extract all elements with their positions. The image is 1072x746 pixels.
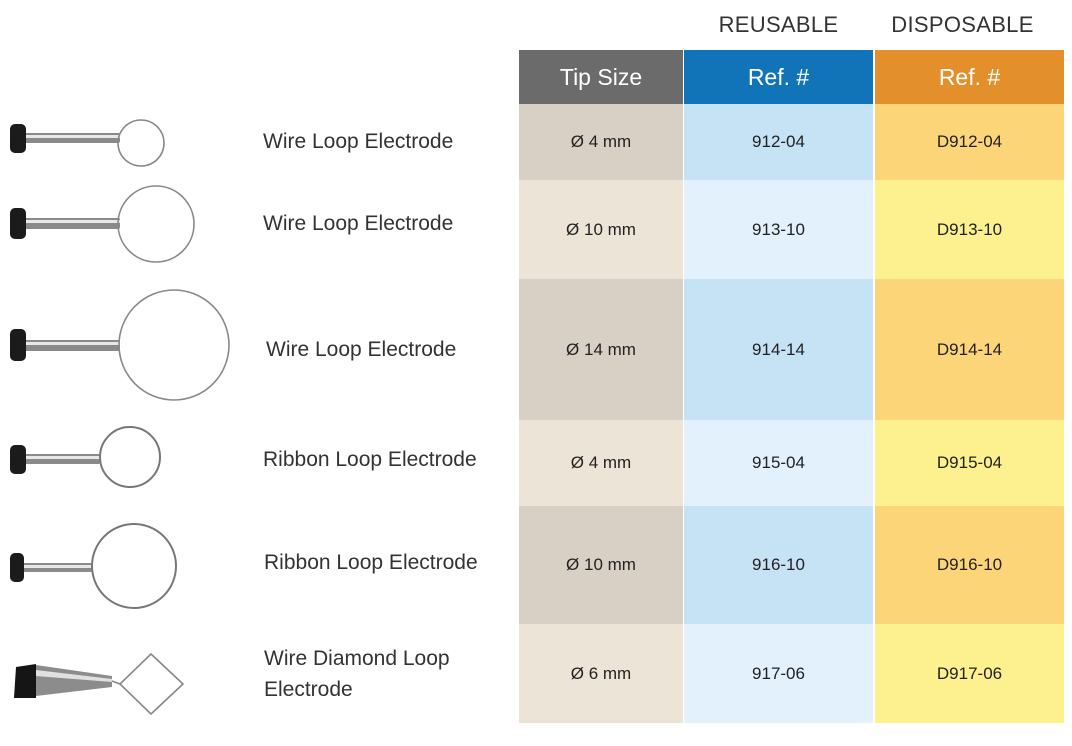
- product-name: Wire Loop Electrode: [263, 130, 454, 153]
- tip-size-cell: Ø 4 mm: [519, 420, 683, 506]
- ribbon-loop-10mm-icon: [8, 506, 248, 624]
- tip-size-cell: Ø 10 mm: [519, 506, 683, 624]
- wire-loop-4mm-icon: [8, 104, 248, 180]
- wire-loop-10mm-icon: [8, 180, 248, 279]
- wire-loop-14mm-icon: [8, 279, 248, 420]
- product-name: Ribbon Loop Electrode: [264, 551, 478, 574]
- tip-size-cell: Ø 10 mm: [519, 180, 683, 279]
- reusable-ref-header: Ref. #: [684, 50, 873, 104]
- reusable-ref-cell: 914-14: [684, 279, 873, 420]
- reusable-ref-cell: 915-04: [684, 420, 873, 506]
- wire-diamond-loop-icon: [8, 624, 248, 723]
- table-row: Wire Loop Electrode Ø 4 mm 912-04 D912-0…: [0, 104, 1072, 180]
- table-row: Ribbon Loop Electrode Ø 4 mm 915-04 D915…: [0, 420, 1072, 506]
- disposable-ref-cell: D914-14: [875, 279, 1064, 420]
- disposable-ref-cell: D917-06: [875, 624, 1064, 723]
- tip-size-cell: Ø 6 mm: [519, 624, 683, 723]
- disposable-ref-cell: D915-04: [875, 420, 1064, 506]
- reusable-ref-cell: 917-06: [684, 624, 873, 723]
- table-row: Wire Loop Electrode Ø 10 mm 913-10 D913-…: [0, 180, 1072, 279]
- tip-size-header: Tip Size: [519, 50, 683, 104]
- product-name: Wire Loop Electrode: [266, 338, 457, 361]
- table-row: Wire Diamond Loop Electrode Ø 6 mm 917-0…: [0, 624, 1072, 723]
- product-name: Wire Diamond Loop Electrode: [264, 646, 450, 701]
- disposable-group-label: DISPOSABLE: [891, 12, 1034, 37]
- reusable-group-label: REUSABLE: [718, 12, 839, 37]
- disposable-ref-cell: D913-10: [875, 180, 1064, 279]
- ribbon-loop-4mm-icon: [8, 420, 248, 506]
- disposable-ref-header: Ref. #: [875, 50, 1064, 104]
- disposable-ref-cell: D912-04: [875, 104, 1064, 180]
- table-row: Wire Loop Electrode Ø 14 mm 914-14 D914-…: [0, 279, 1072, 420]
- tip-size-cell: Ø 14 mm: [519, 279, 683, 420]
- product-name: Ribbon Loop Electrode: [263, 448, 477, 471]
- table-row: Ribbon Loop Electrode Ø 10 mm 916-10 D91…: [0, 506, 1072, 624]
- reusable-ref-cell: 912-04: [684, 104, 873, 180]
- product-name: Wire Loop Electrode: [263, 212, 454, 235]
- reusable-ref-cell: 913-10: [684, 180, 873, 279]
- reusable-ref-cell: 916-10: [684, 506, 873, 624]
- disposable-ref-cell: D916-10: [875, 506, 1064, 624]
- tip-size-cell: Ø 4 mm: [519, 104, 683, 180]
